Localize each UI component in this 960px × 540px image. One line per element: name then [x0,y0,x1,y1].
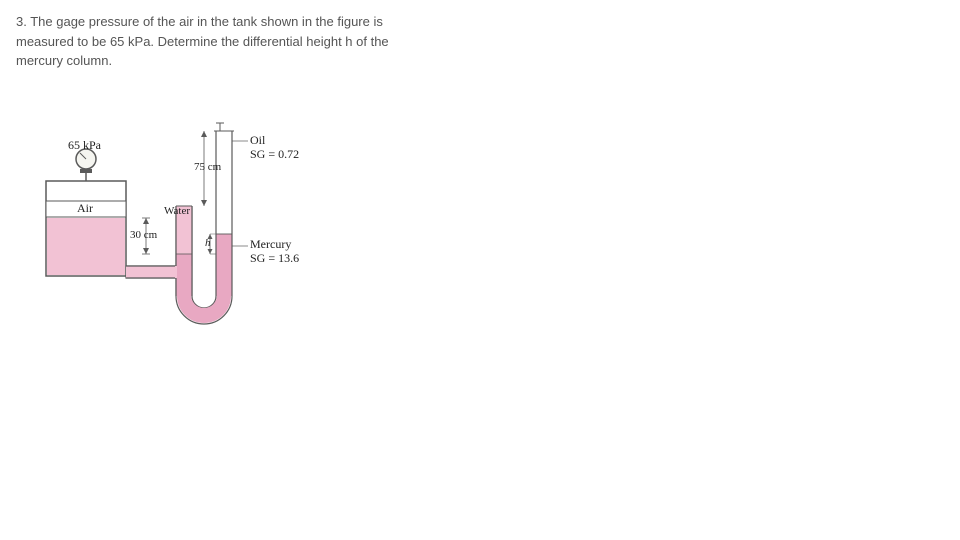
problem-line: measured to be 65 kPa. Determine the dif… [16,32,944,52]
manometer-figure: 65 kPa Air Water Oil SG = 0.72 Mercury S… [36,111,356,371]
mercury-h-label: h [205,237,211,249]
oil-sg-label: SG = 0.72 [250,147,299,162]
problem-line: 3. The gage pressure of the air in the t… [16,12,944,32]
water-height-label: 30 cm [130,229,157,241]
problem-line: mercury column. [16,51,944,71]
oil-height-label: 75 cm [194,161,221,173]
air-label: Air [77,201,93,216]
mercury-label: Mercury [250,237,291,252]
problem-statement: 3. The gage pressure of the air in the t… [16,12,944,71]
pressure-label: 65 kPa [68,138,101,153]
water-label: Water [164,205,190,217]
oil-label: Oil [250,133,265,148]
mercury-sg-label: SG = 13.6 [250,251,299,266]
